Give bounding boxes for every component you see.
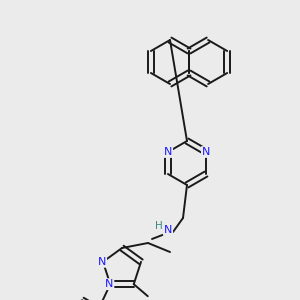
Text: N: N — [164, 225, 172, 235]
Text: N: N — [202, 147, 210, 157]
Text: H: H — [155, 221, 163, 231]
Text: N: N — [105, 279, 113, 289]
Text: N: N — [98, 257, 106, 267]
Text: N: N — [164, 147, 172, 157]
